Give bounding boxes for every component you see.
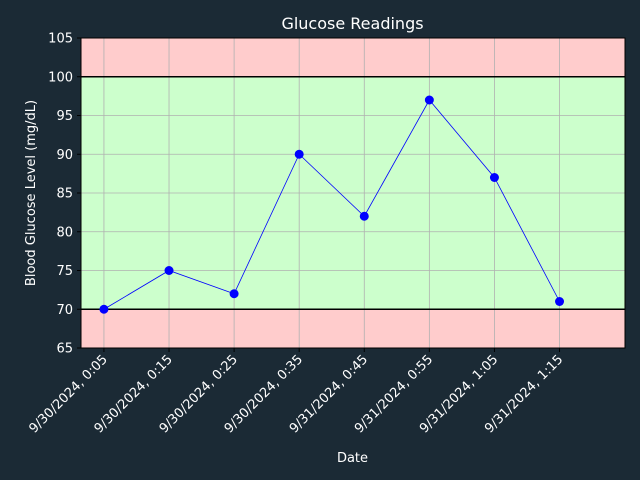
series-line	[103, 99, 560, 310]
data-point-1	[164, 266, 174, 275]
reference-lines	[81, 75, 625, 311]
data-point-3	[294, 149, 304, 159]
data-point-5	[424, 95, 434, 105]
y-tick-label-4: 85	[56, 187, 73, 202]
y-tick-label-7: 100	[48, 70, 73, 85]
chart-title: Glucose Readings	[281, 14, 423, 33]
y-axis-label: Blood Glucose Level (mg/dL)	[24, 100, 39, 286]
x-axis-ticks: 9/30/2024, 0:059/30/2024, 0:159/30/2024,…	[27, 348, 566, 436]
y-axis-ticks: 65 70 75 80 85 90 95 100 105	[48, 32, 81, 357]
y-tick-label-8: 105	[48, 32, 73, 47]
y-tick-label-0: 65	[56, 342, 73, 357]
x-axis-label: Date	[337, 451, 368, 466]
data-point-7	[555, 297, 565, 306]
data-point-6	[489, 173, 499, 182]
data-point-4	[359, 211, 369, 221]
range-band-0	[81, 309, 625, 348]
range-band-2	[81, 38, 625, 77]
y-tick-label-6: 95	[56, 109, 73, 124]
series-layer	[99, 95, 565, 314]
y-tick-label-2: 75	[56, 264, 73, 279]
y-tick-label-5: 90	[56, 148, 73, 163]
y-tick-label-1: 70	[56, 303, 73, 318]
data-point-0	[99, 304, 109, 314]
data-point-2	[229, 289, 239, 299]
y-tick-label-3: 80	[56, 225, 73, 240]
